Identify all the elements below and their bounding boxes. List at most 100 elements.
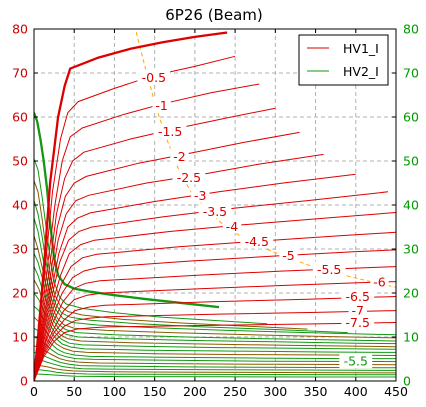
curve-label-text: -5.5 bbox=[344, 354, 368, 369]
hv1-curve bbox=[34, 107, 276, 381]
curve-label: -4 bbox=[222, 218, 242, 234]
y-tick-label-right: 40 bbox=[403, 198, 419, 213]
curve-label: -2.5 bbox=[172, 169, 206, 185]
curve-label-text: -5.5 bbox=[317, 262, 341, 277]
x-tick-label: 250 bbox=[223, 384, 247, 399]
curve-label-bg bbox=[153, 123, 187, 139]
curve-label-text: -4 bbox=[226, 219, 239, 234]
x-tick-label: 150 bbox=[143, 384, 167, 399]
hv1-curve bbox=[34, 249, 396, 381]
x-tick-label: 0 bbox=[30, 384, 38, 399]
hv2-curve bbox=[34, 358, 396, 371]
curve-label-bg bbox=[348, 302, 367, 318]
hv1-curve bbox=[34, 231, 396, 381]
hv1-curve bbox=[34, 153, 324, 381]
hv2-curve bbox=[34, 235, 396, 339]
curve-label-text: -0.5 bbox=[142, 70, 166, 85]
legend-label: HV2_I bbox=[343, 64, 379, 79]
curve-label-text: -2.5 bbox=[177, 170, 201, 185]
curve-label-text: -2 bbox=[173, 149, 185, 164]
hv2-curve bbox=[34, 200, 348, 334]
y-tick-label-right: 60 bbox=[403, 110, 419, 125]
hv1-curve bbox=[34, 191, 389, 381]
y-tick-label-left: 80 bbox=[12, 22, 28, 37]
curve-label: -3 bbox=[191, 187, 210, 203]
curve-label-bg bbox=[152, 97, 171, 113]
hv1-curve bbox=[34, 322, 396, 381]
y-tick-label-left: 10 bbox=[12, 330, 28, 345]
curve-label-text: -6 bbox=[373, 275, 386, 290]
curve-label: -5.5 bbox=[339, 353, 373, 369]
y-tick-label-right: 70 bbox=[403, 66, 419, 81]
curve-label-bg bbox=[170, 148, 189, 164]
curve-label-bg bbox=[341, 314, 375, 330]
x-tick-label: 200 bbox=[183, 384, 207, 399]
y-tick-label-left: 50 bbox=[12, 154, 28, 169]
y-tick-label-right: 30 bbox=[403, 242, 419, 257]
curve-label-text: -7 bbox=[352, 303, 364, 318]
hv1-curve bbox=[34, 281, 396, 381]
hv1-curve bbox=[34, 83, 260, 381]
y-tick-label-left: 40 bbox=[12, 198, 28, 213]
hv1-curve bbox=[34, 31, 228, 381]
x-tick-label: 350 bbox=[304, 384, 328, 399]
curve-label-bg bbox=[222, 218, 242, 234]
curve-label-text: -4.5 bbox=[245, 234, 269, 249]
legend-label: HV1_I bbox=[343, 41, 379, 56]
curve-label-bg bbox=[172, 169, 206, 185]
curve-label-bg bbox=[191, 187, 210, 203]
curve-label-bg bbox=[341, 288, 375, 304]
curve-label-text: -7.5 bbox=[346, 315, 370, 330]
y-tick-label-left: 0 bbox=[20, 374, 28, 389]
hv2-curve bbox=[34, 327, 396, 360]
chart-title: 6P26 (Beam) bbox=[165, 6, 262, 24]
curve-label: -1.5 bbox=[153, 123, 187, 139]
curve-label-text: -6.5 bbox=[346, 289, 370, 304]
hv1-curve bbox=[34, 310, 396, 381]
curve-label-bg bbox=[312, 261, 346, 277]
curve-label-text: -5 bbox=[282, 248, 294, 263]
x-tick-label: 400 bbox=[344, 384, 368, 399]
x-tick-label: 100 bbox=[103, 384, 127, 399]
curve-labels: -0.5 -1 -1.5 -2 -2.5 -3-3.5-4 -4.5 -5 -5.5 -6-6.5… bbox=[137, 69, 389, 369]
hv1-curve bbox=[34, 131, 300, 381]
curve-label-bg bbox=[240, 233, 274, 249]
curve-label-text: -3 bbox=[194, 188, 206, 203]
curve-label: -2 bbox=[170, 148, 189, 164]
hv2-curve bbox=[34, 364, 396, 374]
hv2-curve bbox=[34, 218, 396, 336]
hv1-curve bbox=[34, 173, 356, 381]
curve-label: -1 bbox=[152, 97, 171, 113]
hv1-curve bbox=[34, 212, 396, 381]
y-tick-label-right: 0 bbox=[403, 374, 411, 389]
y-tick-label-right: 10 bbox=[403, 330, 419, 345]
curve-label-bg bbox=[137, 69, 171, 85]
hv1-curve bbox=[34, 296, 396, 381]
x-tick-label: 300 bbox=[263, 384, 287, 399]
curve-label: -0.5 bbox=[137, 69, 171, 85]
hv2-curve bbox=[34, 112, 220, 309]
curve-label: -4.5 bbox=[240, 233, 274, 249]
curve-label: -7.5 bbox=[341, 314, 375, 330]
y-tick-label-left: 30 bbox=[12, 242, 28, 257]
curve-label: -6.5 bbox=[341, 288, 375, 304]
hv2-curve bbox=[34, 158, 268, 325]
hv2-curve bbox=[34, 373, 396, 378]
hv2-curve bbox=[34, 369, 396, 376]
curve-label-bg bbox=[279, 247, 298, 263]
y-tick-label-left: 60 bbox=[12, 110, 28, 125]
curve-label-bg bbox=[339, 353, 373, 369]
y-tick-label-right: 20 bbox=[403, 286, 419, 301]
legend: HV1_I HV2_I bbox=[298, 34, 389, 86]
curve-label-bg bbox=[198, 203, 232, 219]
x-tick-label: 450 bbox=[384, 384, 408, 399]
curve-label-text: -3.5 bbox=[203, 204, 227, 219]
curve-label-bg bbox=[370, 274, 389, 290]
x-tick-label: 50 bbox=[66, 384, 82, 399]
y-tick-label-right: 50 bbox=[403, 154, 419, 169]
y-tick-label-left: 70 bbox=[12, 66, 28, 81]
curve-label-text: -1.5 bbox=[158, 124, 182, 139]
curve-label: -3.5 bbox=[198, 203, 232, 219]
y-tick-label-right: 80 bbox=[403, 22, 419, 37]
